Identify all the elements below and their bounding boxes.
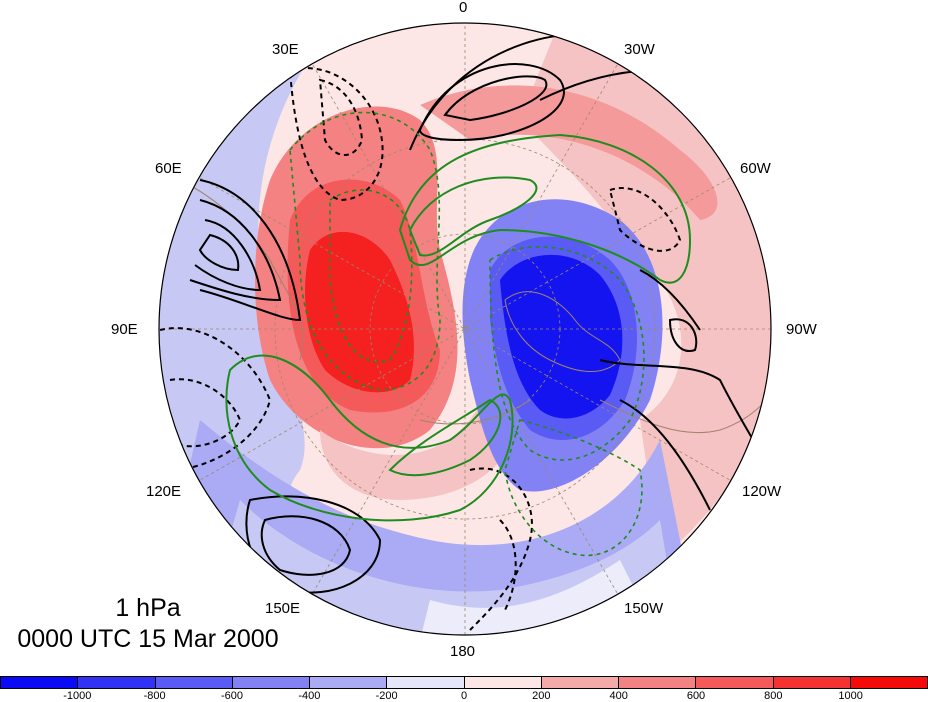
colorbar-tick-label: -1000 [63,690,92,702]
colorbar-tick-label: 200 [532,690,551,702]
lon-label-60w: 60W [740,160,771,177]
colorbar-segment [619,677,697,688]
lon-label-180: 180 [450,643,476,660]
black-dashed-contours [159,67,682,631]
colorbar-segment [850,677,927,688]
colorbar-tick-label: 800 [764,690,783,702]
lon-label-120e: 120E [146,483,182,500]
colorbar-segment [232,677,310,688]
colorbar-tick-label: 400 [609,690,628,702]
lon-label-90w: 90W [786,321,817,338]
colorbar-segment [387,677,465,688]
coastline-2 [179,179,304,361]
colorbar-segment [541,677,619,688]
lon-label-30w: 30W [624,41,655,58]
lon-label-60e: 60E [155,160,182,177]
shade-blue-core [500,254,623,419]
graticule [159,23,771,635]
colorbar [0,676,928,689]
lon-label-0: 0 [459,0,468,16]
colorbar-tick-label: -600 [220,690,244,702]
colorbar-segment [773,677,851,688]
lon-label-120w: 120W [742,483,782,500]
colorbar-tick-label: -200 [375,690,398,702]
colorbar-tick-label: 600 [686,690,706,702]
colorbar-segment [696,677,774,688]
colorbar-tick-label: -400 [298,690,321,702]
colorbar-segment [310,677,388,688]
title-level: 1 hPa [115,594,181,622]
map-border [158,22,772,636]
shade-pink-arm [320,397,512,500]
shade-pink-arc [420,85,718,221]
lon-label-150e: 150E [265,600,301,617]
colorbar-tick-label: -800 [143,690,166,702]
colorbar-tick-label: 0 [460,690,468,702]
lon-label-90e: 90E [111,321,138,338]
colorbar-segment [1,677,79,688]
title-time: 0000 UTC 15 Mar 2000 [17,625,279,653]
colorbar-segment [155,677,233,688]
shade-red-core [305,231,414,393]
lon-label-30e: 30E [272,41,299,58]
lon-label-150w: 150W [624,600,664,617]
colorbar-segment [78,677,156,688]
colorbar-tick-label: 1000 [838,690,863,702]
green-dashed-contours [289,111,645,557]
green-contours [225,133,692,522]
coastline-1 [504,291,621,373]
colorbar-segment [464,677,542,688]
